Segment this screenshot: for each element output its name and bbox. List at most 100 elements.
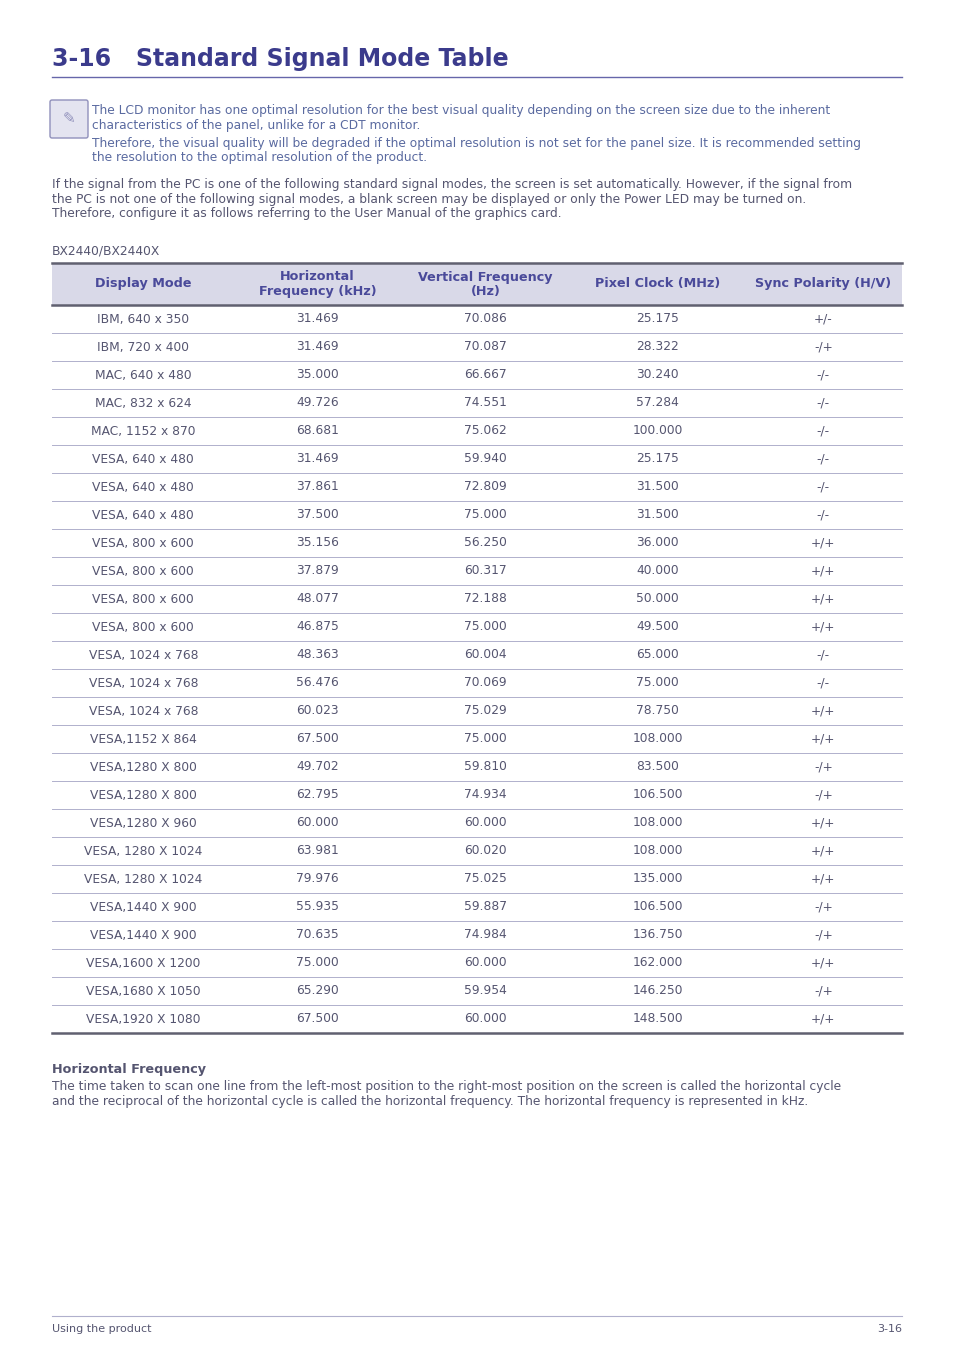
Text: 75.025: 75.025 [463, 872, 506, 886]
Text: -/+: -/+ [813, 760, 832, 774]
Text: 35.156: 35.156 [295, 536, 338, 549]
Text: +/+: +/+ [810, 593, 835, 606]
Text: 75.029: 75.029 [464, 705, 506, 717]
Text: VESA, 640 x 480: VESA, 640 x 480 [92, 509, 194, 521]
Text: 48.077: 48.077 [296, 593, 338, 606]
Text: 57.284: 57.284 [636, 397, 679, 409]
Text: +/+: +/+ [810, 845, 835, 857]
Text: Sync Polarity (H/V): Sync Polarity (H/V) [755, 278, 890, 290]
Text: VESA, 800 x 600: VESA, 800 x 600 [92, 593, 194, 606]
Text: 3-16: 3-16 [876, 1324, 901, 1334]
Text: +/-: +/- [813, 312, 832, 325]
Text: 46.875: 46.875 [295, 621, 338, 633]
Text: VESA,1152 X 864: VESA,1152 X 864 [90, 733, 196, 745]
Text: The LCD monitor has one optimal resolution for the best visual quality depending: The LCD monitor has one optimal resoluti… [91, 104, 829, 117]
Text: 66.667: 66.667 [464, 369, 506, 382]
Text: 55.935: 55.935 [295, 900, 338, 914]
Text: VESA, 800 x 600: VESA, 800 x 600 [92, 536, 194, 549]
Text: 68.681: 68.681 [295, 424, 338, 437]
Text: +/+: +/+ [810, 1012, 835, 1026]
Text: 56.476: 56.476 [296, 676, 338, 690]
Text: 28.322: 28.322 [636, 340, 679, 354]
Text: 162.000: 162.000 [632, 957, 682, 969]
Text: Using the product: Using the product [52, 1324, 152, 1334]
Text: -/+: -/+ [813, 340, 832, 354]
Text: 75.000: 75.000 [636, 676, 679, 690]
Text: 60.000: 60.000 [464, 957, 506, 969]
Text: 70.635: 70.635 [296, 929, 338, 941]
Text: VESA, 640 x 480: VESA, 640 x 480 [92, 452, 194, 466]
FancyBboxPatch shape [50, 100, 88, 138]
Text: -/+: -/+ [813, 900, 832, 914]
Text: 75.000: 75.000 [464, 621, 506, 633]
Text: Therefore, configure it as follows referring to the User Manual of the graphics : Therefore, configure it as follows refer… [52, 207, 561, 220]
Text: 60.020: 60.020 [464, 845, 506, 857]
Text: 75.000: 75.000 [296, 957, 338, 969]
Text: 37.500: 37.500 [296, 509, 338, 521]
Text: VESA,1440 X 900: VESA,1440 X 900 [90, 929, 196, 941]
Text: 62.795: 62.795 [296, 788, 338, 802]
Text: 146.250: 146.250 [632, 984, 682, 998]
Text: If the signal from the PC is one of the following standard signal modes, the scr: If the signal from the PC is one of the … [52, 178, 851, 190]
Text: the PC is not one of the following signal modes, a blank screen may be displayed: the PC is not one of the following signa… [52, 193, 805, 205]
Text: 31.469: 31.469 [296, 312, 338, 325]
Text: 74.934: 74.934 [464, 788, 506, 802]
Text: +/+: +/+ [810, 536, 835, 549]
Text: 31.500: 31.500 [636, 509, 679, 521]
Text: 108.000: 108.000 [632, 817, 682, 829]
Text: 37.879: 37.879 [296, 564, 338, 578]
Text: VESA, 800 x 600: VESA, 800 x 600 [92, 564, 194, 578]
Text: VESA,1920 X 1080: VESA,1920 X 1080 [86, 1012, 200, 1026]
Text: 25.175: 25.175 [636, 312, 679, 325]
Text: 106.500: 106.500 [632, 788, 682, 802]
Text: 60.000: 60.000 [296, 817, 338, 829]
Text: VESA, 640 x 480: VESA, 640 x 480 [92, 481, 194, 494]
Text: 31.500: 31.500 [636, 481, 679, 494]
Text: 49.500: 49.500 [636, 621, 679, 633]
Text: 75.000: 75.000 [464, 509, 506, 521]
Text: 59.940: 59.940 [464, 452, 506, 466]
Text: and the reciprocal of the horizontal cycle is called the horizontal frequency. T: and the reciprocal of the horizontal cyc… [52, 1095, 807, 1108]
Text: 49.702: 49.702 [296, 760, 338, 774]
Text: characteristics of the panel, unlike for a CDT monitor.: characteristics of the panel, unlike for… [91, 119, 420, 131]
Text: -/-: -/- [816, 676, 829, 690]
Text: +/+: +/+ [810, 621, 835, 633]
Text: the resolution to the optimal resolution of the product.: the resolution to the optimal resolution… [91, 151, 427, 165]
Text: 74.984: 74.984 [464, 929, 506, 941]
Text: -/+: -/+ [813, 984, 832, 998]
Text: 106.500: 106.500 [632, 900, 682, 914]
Text: VESA, 1280 X 1024: VESA, 1280 X 1024 [84, 845, 202, 857]
Text: 56.250: 56.250 [463, 536, 506, 549]
Text: 30.240: 30.240 [636, 369, 679, 382]
Text: -/-: -/- [816, 369, 829, 382]
Text: 70.086: 70.086 [464, 312, 506, 325]
Text: 78.750: 78.750 [636, 705, 679, 717]
Text: Frequency (kHz): Frequency (kHz) [258, 285, 376, 297]
Text: 75.062: 75.062 [464, 424, 506, 437]
Text: 72.188: 72.188 [463, 593, 506, 606]
Text: -/+: -/+ [813, 929, 832, 941]
Text: 67.500: 67.500 [296, 1012, 338, 1026]
Text: MAC, 640 x 480: MAC, 640 x 480 [95, 369, 192, 382]
Text: VESA,1280 X 800: VESA,1280 X 800 [90, 760, 196, 774]
Text: 48.363: 48.363 [296, 648, 338, 662]
Text: 67.500: 67.500 [296, 733, 338, 745]
Text: The time taken to scan one line from the left-most position to the right-most po: The time taken to scan one line from the… [52, 1080, 841, 1094]
Text: Horizontal: Horizontal [280, 270, 355, 284]
Text: 35.000: 35.000 [296, 369, 338, 382]
Text: +/+: +/+ [810, 957, 835, 969]
Text: 60.023: 60.023 [296, 705, 338, 717]
Text: -/+: -/+ [813, 788, 832, 802]
Text: VESA,1680 X 1050: VESA,1680 X 1050 [86, 984, 200, 998]
Text: +/+: +/+ [810, 733, 835, 745]
Text: 108.000: 108.000 [632, 733, 682, 745]
Text: 36.000: 36.000 [636, 536, 679, 549]
Text: MAC, 1152 x 870: MAC, 1152 x 870 [91, 424, 195, 437]
Text: 60.004: 60.004 [464, 648, 506, 662]
Text: VESA, 1024 x 768: VESA, 1024 x 768 [89, 676, 198, 690]
Text: 135.000: 135.000 [632, 872, 682, 886]
Text: 79.976: 79.976 [296, 872, 338, 886]
Text: MAC, 832 x 624: MAC, 832 x 624 [95, 397, 192, 409]
Text: 40.000: 40.000 [636, 564, 679, 578]
Text: 108.000: 108.000 [632, 845, 682, 857]
